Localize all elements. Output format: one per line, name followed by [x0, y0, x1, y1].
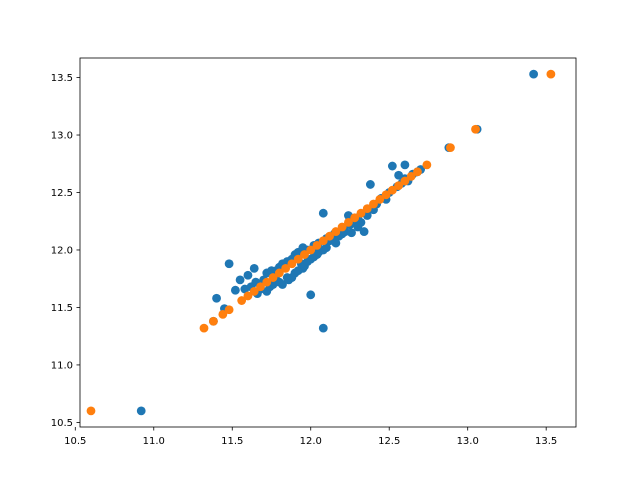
- scatter-point-series-2: [218, 309, 228, 319]
- scatter-point-series-1: [312, 250, 322, 259]
- scatter-point-series-1: [365, 180, 375, 189]
- scatter-point-series-2: [224, 305, 234, 315]
- x-tick-label: 12.5: [378, 436, 400, 447]
- scatter-point-series-1: [331, 238, 341, 248]
- scatter-point-series-1: [136, 406, 146, 416]
- y-tick-label: 12.5: [51, 188, 73, 199]
- scatter-point-series-2: [293, 254, 303, 264]
- scatter-point-series-2: [274, 268, 284, 278]
- x-tick-label: 11.5: [221, 436, 243, 447]
- scatter-point-series-1: [303, 257, 312, 266]
- scatter-point-series-2: [356, 208, 366, 218]
- scatter-point-series-2: [325, 231, 334, 241]
- data-points: [86, 69, 556, 416]
- scatter-point-series-2: [400, 176, 410, 186]
- scatter-point-series-2: [312, 240, 322, 250]
- plot-frame: [79, 57, 577, 428]
- scatter-point-series-2: [406, 172, 416, 181]
- scatter-point-series-2: [281, 263, 291, 273]
- scatter-point-series-2: [362, 204, 372, 213]
- scatter-point-series-2: [350, 213, 360, 223]
- scatter-point-series-2: [337, 222, 347, 232]
- scatter-point-series-2: [413, 167, 422, 177]
- scatter-point-series-2: [318, 236, 328, 246]
- x-tick-label: 10.5: [64, 436, 86, 447]
- scatter-point-series-1: [318, 208, 328, 218]
- scatter-point-series-2: [344, 217, 353, 227]
- y-tick-label: 10.5: [51, 418, 73, 429]
- x-axis: 10.5 11.0 11.5 12.0 12.5 13.0 13.5: [64, 427, 557, 447]
- scatter-point-series-2: [287, 259, 297, 269]
- y-axis: 10.5 11.0 11.5 12.0 12.5 13.0 13.5: [51, 73, 80, 429]
- scatter-point-series-1: [278, 280, 287, 289]
- scatter-point-series-1: [224, 259, 234, 269]
- y-tick-label: 13.5: [51, 73, 73, 84]
- scatter-point-series-1: [235, 275, 245, 285]
- scatter-point-series-2: [268, 273, 278, 282]
- scatter-point-series-2: [369, 199, 378, 209]
- scatter-point-series-2: [243, 291, 253, 301]
- y-tick-label: 12.0: [51, 245, 73, 256]
- y-tick-label: 11.0: [51, 360, 73, 371]
- scatter-point-series-1: [400, 160, 410, 170]
- scatter-point-series-1: [293, 266, 303, 276]
- y-tick-label: 13.0: [51, 131, 73, 142]
- scatter-point-series-2: [446, 143, 455, 153]
- scatter-point-series-1: [359, 227, 369, 236]
- scatter-point-series-1: [230, 285, 240, 295]
- scatter-point-series-2: [306, 245, 316, 255]
- scatter-point-series-1: [529, 69, 539, 79]
- scatter-point-series-1: [387, 161, 397, 171]
- scatter-point-series-1: [356, 217, 366, 227]
- scatter-point-series-2: [375, 194, 385, 204]
- scatter-point-series-2: [199, 323, 209, 333]
- scatter-point-series-2: [209, 316, 218, 326]
- scatter-point-series-1: [287, 273, 297, 282]
- scatter-point-series-1: [394, 170, 404, 180]
- scatter-point-series-2: [237, 296, 247, 305]
- scatter-point-series-1: [306, 290, 316, 300]
- scatter-point-series-2: [86, 406, 96, 416]
- scatter-point-series-2: [331, 227, 341, 236]
- scatter-point-series-2: [422, 160, 432, 170]
- y-tick-label: 11.5: [51, 303, 73, 314]
- x-tick-label: 12.0: [300, 436, 322, 447]
- x-tick-label: 13.5: [535, 436, 557, 447]
- scatter-point-series-2: [381, 190, 391, 200]
- scatter-point-series-1: [243, 270, 253, 280]
- scatter-point-series-2: [256, 282, 265, 292]
- scatter-point-series-2: [394, 181, 404, 191]
- scatter-point-series-1: [318, 245, 328, 255]
- scatter-point-series-2: [300, 250, 309, 259]
- scatter-point-series-1: [249, 263, 259, 273]
- scatter-point-series-1: [212, 293, 221, 303]
- scatter-point-series-2: [387, 185, 397, 195]
- x-tick-label: 13.0: [457, 436, 479, 447]
- scatter-point-series-2: [249, 286, 259, 296]
- scatter-point-series-2: [262, 277, 272, 287]
- scatter-point-series-1: [318, 323, 328, 333]
- scatter-point-series-2: [546, 69, 556, 79]
- x-tick-label: 11.0: [143, 436, 165, 447]
- scatter-point-series-2: [471, 124, 480, 134]
- scatter-point-series-1: [347, 228, 356, 238]
